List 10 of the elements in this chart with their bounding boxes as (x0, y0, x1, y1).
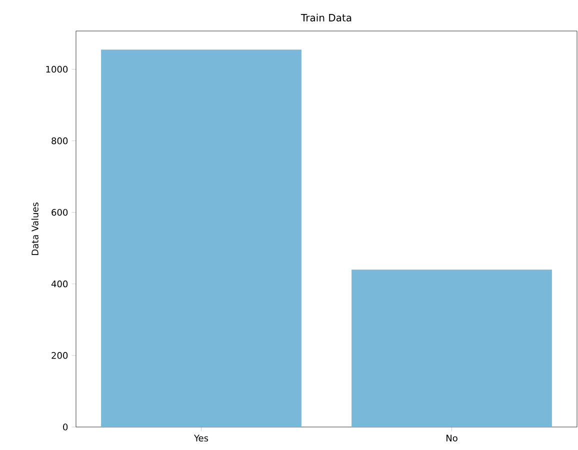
y-tick-label: 400 (51, 280, 68, 288)
x-tick-label: Yes (194, 434, 208, 442)
x-tick-label: No (446, 434, 458, 442)
y-tick-label: 600 (52, 208, 68, 216)
y-tick-label: 800 (52, 137, 68, 144)
y-axis-title: Data Values (31, 202, 38, 255)
chart-title: Train Data (300, 14, 352, 22)
y-tick-label: 200 (52, 352, 68, 359)
y-tick-label: 0 (63, 424, 68, 430)
y-tick-label: 1000 (46, 66, 68, 73)
